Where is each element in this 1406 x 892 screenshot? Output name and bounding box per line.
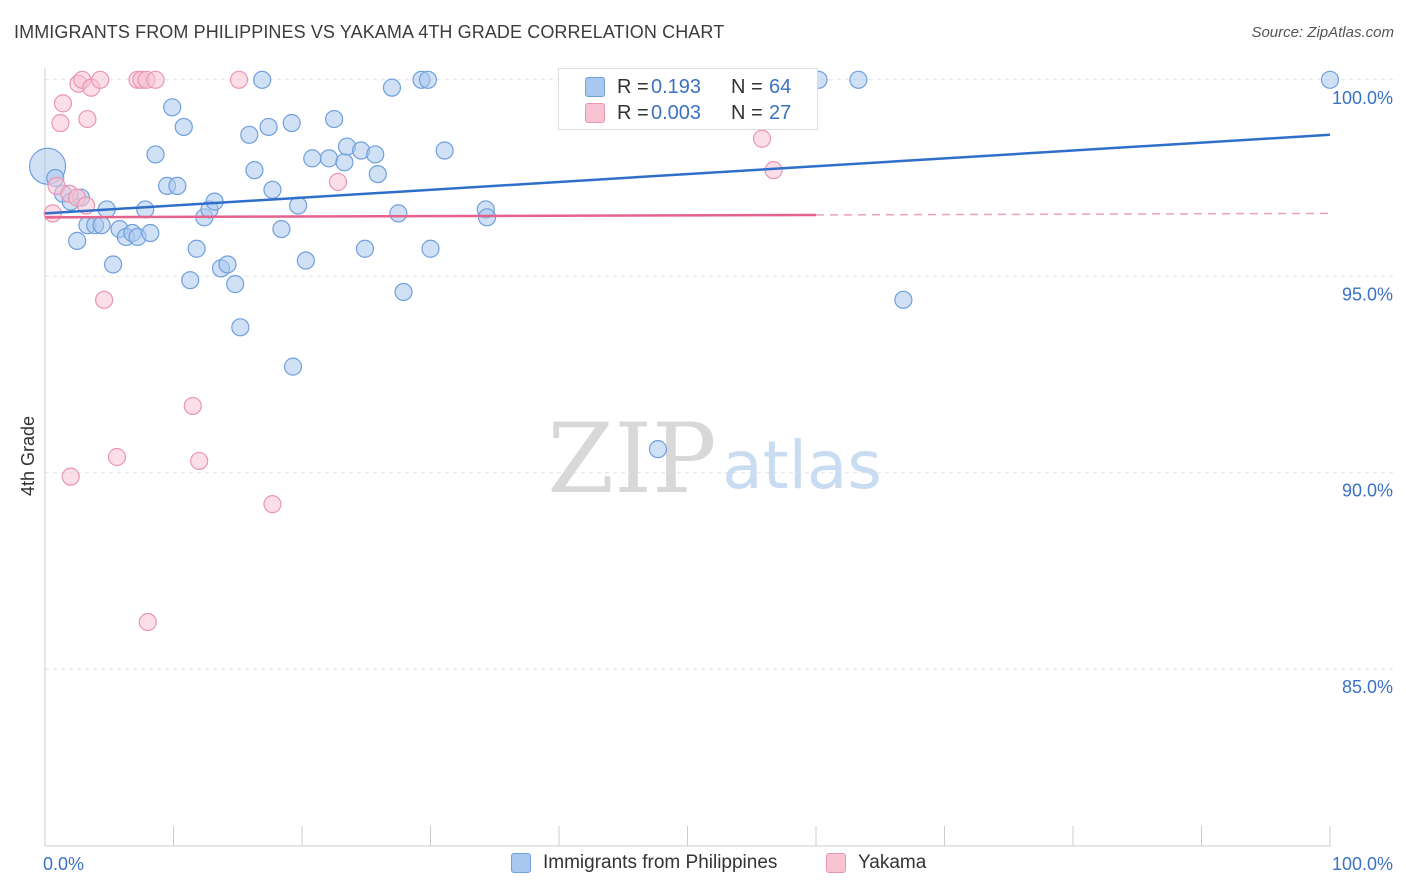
point-yakama: [53, 94, 73, 113]
r-label: R =: [617, 76, 649, 98]
point-philippines: [389, 204, 408, 223]
stats-row-yakama: R = 0.003 N = 27: [559, 99, 817, 127]
point-philippines: [421, 239, 440, 258]
trend-layer: [44, 133, 1331, 219]
y-tick-label: 100.0%: [1332, 88, 1393, 108]
point-yakama: [138, 612, 157, 632]
point-yakama: [95, 290, 114, 309]
point-philippines: [394, 282, 413, 302]
point-philippines: [174, 117, 193, 137]
point-philippines: [296, 251, 315, 270]
trend-line-dashed-pink: [815, 212, 1331, 216]
point-philippines: [272, 220, 291, 239]
point-philippines: [231, 318, 250, 337]
point-philippines: [282, 113, 301, 133]
point-philippines: [104, 255, 123, 274]
point-philippines: [226, 275, 245, 294]
stats-box: R = 0.193 N = 64 R = 0.003 N = 27: [558, 68, 818, 130]
axis-layer: [44, 68, 1331, 847]
point-philippines: [92, 216, 111, 235]
y-tick-label: 95.0%: [1342, 284, 1393, 304]
point-yakama: [229, 70, 249, 89]
legend-swatch-pink: [826, 853, 846, 873]
point-philippines: [335, 153, 354, 172]
labels-layer: 100.0% 95.0% 90.0% 85.0% 0.0% 100.0% 4th Grade: [18, 88, 1393, 874]
point-philippines: [187, 239, 206, 258]
n-value: 27: [769, 102, 792, 124]
point-philippines: [253, 70, 272, 89]
source-label: Source: ZipAtlas.com: [1251, 24, 1394, 41]
point-yakama: [91, 70, 110, 89]
chart-legend: Immigrants from Philippines Yakama: [0, 850, 1406, 880]
legend-label-yakama: Yakama: [858, 852, 927, 873]
point-yakama: [190, 451, 209, 471]
point-philippines: [849, 70, 868, 89]
stats-row-philippines: R = 0.193 N = 64: [559, 73, 817, 101]
point-yakama: [61, 467, 80, 486]
watermark: ZIP atlas: [547, 403, 881, 515]
point-philippines: [136, 200, 155, 219]
point-philippines: [263, 180, 282, 199]
point-philippines: [382, 78, 402, 97]
y-tick-label: 90.0%: [1342, 481, 1393, 501]
point-philippines: [325, 109, 344, 129]
point-philippines: [68, 231, 87, 250]
point-philippines: [477, 208, 497, 227]
point-philippines: [355, 239, 375, 258]
n-value: 64: [769, 76, 792, 98]
point-philippines: [168, 176, 187, 195]
point-yakama: [328, 172, 348, 192]
trend-line-blue: [44, 133, 1331, 215]
point-philippines: [894, 290, 913, 309]
chart-title: IMMIGRANTS FROM PHILIPPINES VS YAKAMA 4T…: [14, 22, 725, 42]
x-tick-label: 100.0%: [1332, 854, 1393, 874]
point-philippines: [181, 271, 200, 290]
point-philippines: [163, 98, 182, 117]
r-value: 0.193: [651, 76, 702, 98]
n-label: N =: [731, 102, 763, 124]
points-layer: [28, 70, 1340, 632]
point-philippines: [303, 149, 322, 168]
trend-line-pink: [44, 213, 817, 219]
stats-swatch-blue: [585, 77, 605, 97]
watermark-atlas: atlas: [722, 427, 882, 504]
watermark-zip: ZIP: [547, 403, 716, 515]
legend-swatch-blue: [511, 853, 531, 873]
legend-label-philippines: Immigrants from Philippines: [543, 852, 778, 873]
point-philippines: [418, 70, 438, 89]
point-yakama: [183, 396, 202, 416]
point-philippines: [259, 117, 278, 137]
point-philippines: [283, 357, 303, 376]
point-yakama: [51, 113, 70, 133]
legend-item-yakama[interactable]: Yakama: [826, 852, 926, 874]
point-yakama: [263, 495, 282, 514]
point-yakama: [146, 70, 165, 89]
point-philippines: [141, 223, 160, 243]
y-tick-label: 85.0%: [1342, 677, 1393, 697]
point-philippines: [368, 164, 387, 184]
r-value: 0.003: [651, 102, 702, 124]
point-philippines: [245, 161, 264, 180]
x-tick-label: 0.0%: [43, 854, 84, 874]
stats-swatch-pink: [585, 103, 605, 123]
legend-item-philippines[interactable]: Immigrants from Philippines: [511, 852, 777, 874]
point-philippines: [218, 255, 237, 274]
point-philippines: [319, 149, 339, 168]
y-axis-title: 4th Grade: [18, 416, 38, 496]
point-yakama: [752, 129, 772, 148]
point-philippines: [146, 145, 165, 164]
point-philippines: [289, 196, 308, 215]
point-yakama: [78, 109, 97, 129]
point-philippines: [648, 440, 668, 459]
r-label: R =: [617, 102, 649, 124]
point-yakama: [107, 447, 127, 467]
n-label: N =: [731, 76, 763, 98]
point-philippines: [435, 141, 454, 160]
point-philippines: [240, 125, 259, 144]
point-philippines: [1320, 70, 1340, 89]
point-philippines: [366, 145, 385, 164]
